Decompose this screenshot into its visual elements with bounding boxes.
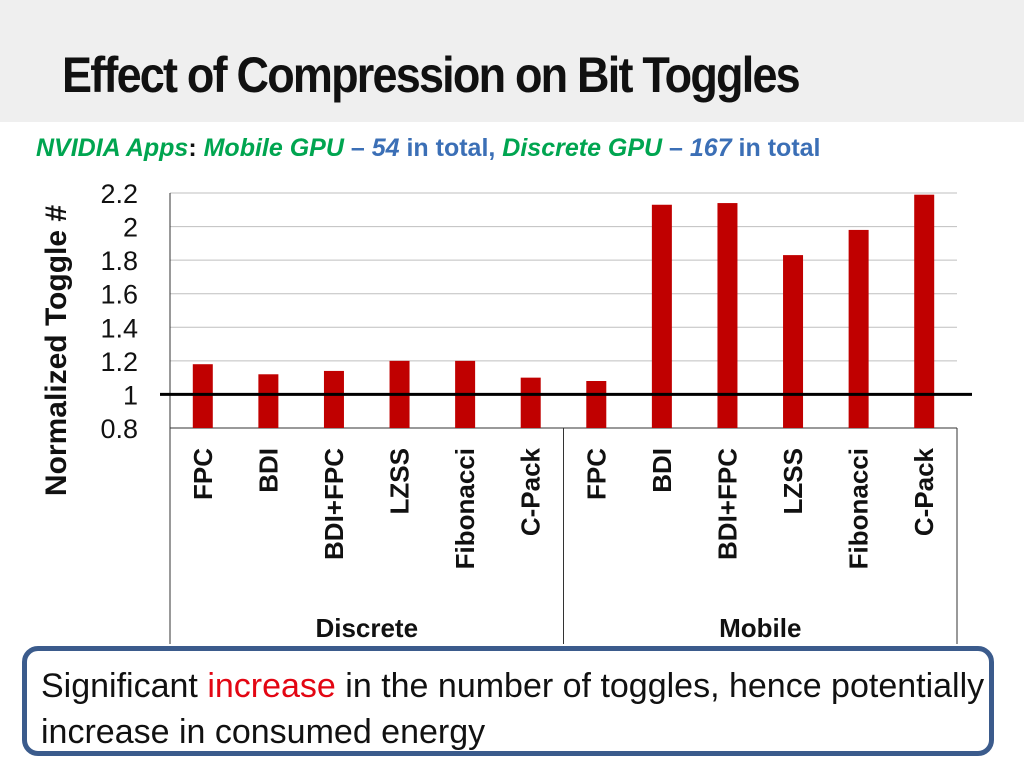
category-label: BDI: [253, 448, 283, 493]
group-label: Discrete: [315, 613, 418, 643]
bar: [258, 374, 279, 428]
bar: [848, 229, 869, 428]
subtitle-in-total-1: in total,: [399, 134, 496, 162]
bar: [914, 194, 935, 428]
category-label: LZSS: [385, 448, 415, 514]
y-tick-label: 2.2: [100, 179, 138, 209]
subtitle-apps: NVIDIA Apps: [36, 134, 189, 162]
y-tick-label: 1.2: [100, 347, 138, 377]
category-label: BDI: [647, 448, 677, 493]
title-bar: [0, 0, 1024, 122]
category-label: FPC: [581, 448, 611, 500]
bar: [783, 255, 804, 428]
callout-text: Significant increase in the number of to…: [41, 663, 989, 755]
category-label: BDI+FPC: [319, 448, 349, 560]
subtitle-dash-2: –: [662, 134, 690, 162]
category-label: Fibonacci: [844, 448, 874, 569]
subtitle-in-total-2: in total: [731, 134, 821, 162]
bar: [586, 381, 607, 428]
group-label: Mobile: [719, 613, 801, 643]
bar: [323, 370, 344, 428]
bar: [651, 204, 672, 428]
category-label: FPC: [188, 448, 218, 500]
callout-highlight: increase: [207, 667, 336, 705]
callout-box: Significant increase in the number of to…: [22, 646, 994, 756]
bar: [717, 203, 738, 428]
y-tick-label: 1.4: [100, 313, 138, 343]
category-label: LZSS: [778, 448, 808, 514]
category-label: BDI+FPC: [712, 448, 742, 560]
y-axis-label: Normalized Toggle #: [40, 205, 73, 496]
category-label: C-Pack: [516, 447, 546, 536]
slide-title: Effect of Compression on Bit Toggles: [62, 47, 801, 103]
y-tick-label: 1: [123, 380, 138, 410]
category-label: Fibonacci: [450, 448, 480, 569]
subtitle-discrete-label: Discrete GPU: [502, 134, 663, 162]
y-tick-label: 2: [123, 213, 138, 243]
y-tick-label: 1.6: [100, 280, 138, 310]
callout-text-before: Significant: [41, 667, 208, 705]
bar: [520, 377, 541, 428]
bar: [192, 364, 213, 428]
category-label: C-Pack: [909, 447, 939, 536]
subtitle-mobile-label: Mobile GPU: [203, 134, 344, 162]
subtitle: NVIDIA Apps: Mobile GPU – 54 in total, D…: [36, 134, 821, 163]
subtitle-mobile-count: 54: [371, 134, 400, 162]
subtitle-discrete-count: 167: [689, 134, 732, 162]
y-tick-label: 1.8: [100, 246, 138, 276]
callout-text-after: in the number of toggles, hence potentia…: [41, 667, 985, 751]
subtitle-dash-1: –: [343, 134, 372, 162]
subtitle-colon: :: [188, 134, 197, 162]
y-tick-label: 0.8: [100, 414, 138, 444]
